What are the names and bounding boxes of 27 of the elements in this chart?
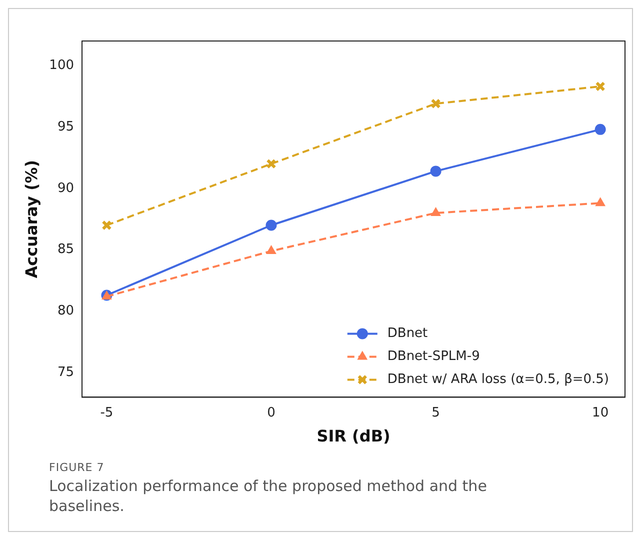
x-tick-label: 0 [267, 405, 276, 420]
point [430, 166, 442, 177]
y-tick-label: 80 [57, 304, 74, 319]
x-tick-label: 5 [432, 405, 440, 420]
y-tick-label: 90 [57, 180, 74, 196]
caption: FIGURE 7 [49, 461, 106, 474]
legend-label: DBnet [387, 326, 428, 342]
y-axis-title: Accuaray (%) [22, 160, 41, 278]
point [595, 198, 606, 206]
text: Localization performance of the proposed method and the baselines. [49, 476, 488, 516]
x-tick-label: -5 [100, 405, 114, 420]
legend-label: DBnet-SPLM-9 [387, 349, 480, 364]
point [266, 220, 277, 231]
point [430, 207, 441, 216]
y-tick-label: 75 [57, 365, 74, 380]
y-tick-label: 100 [49, 58, 74, 73]
point [266, 158, 276, 169]
point [430, 98, 441, 109]
x-tick-label: 10 [592, 405, 609, 420]
x-axis-title: SIR (dB) [316, 426, 390, 446]
y-tick-label: 95 [57, 119, 74, 134]
point [594, 124, 606, 135]
point [102, 220, 112, 230]
point [595, 81, 606, 92]
legend-label: DBnet w/ ARA loss (α=0.5, β=0.5) [387, 372, 610, 388]
point [266, 246, 276, 254]
y-tick-label: 85 [57, 242, 74, 258]
